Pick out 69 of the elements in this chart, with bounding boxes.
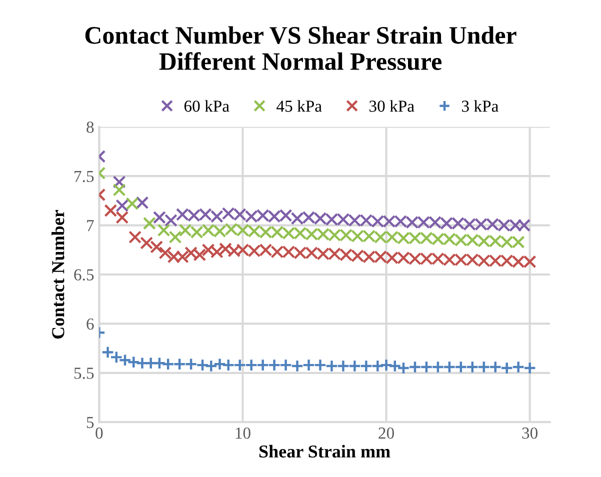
point xyxy=(388,360,402,373)
point xyxy=(488,360,502,374)
point xyxy=(466,360,479,374)
point xyxy=(204,360,218,373)
point xyxy=(116,210,129,224)
point xyxy=(360,360,373,373)
point xyxy=(173,358,186,371)
point xyxy=(101,346,114,359)
x-tick-label: 0 xyxy=(96,427,103,439)
y-tick-label: 6.5 xyxy=(74,269,94,281)
point xyxy=(290,360,304,373)
point xyxy=(302,358,316,372)
point xyxy=(158,246,172,260)
point xyxy=(168,230,182,244)
point xyxy=(152,356,166,370)
point xyxy=(523,362,536,375)
point xyxy=(336,360,350,373)
point xyxy=(408,360,422,374)
point xyxy=(314,358,327,372)
chart-title: Contact Number VS Shear Strain Under Different Normal Pressure xyxy=(85,26,516,70)
point xyxy=(442,360,456,374)
point xyxy=(477,360,490,374)
point xyxy=(116,199,129,212)
point xyxy=(110,350,123,364)
point xyxy=(256,358,270,372)
y-axis-title: Contact Number xyxy=(52,210,64,339)
point xyxy=(184,358,198,371)
point xyxy=(112,183,126,196)
point xyxy=(420,360,433,374)
y-tick-label: 7 xyxy=(87,220,94,232)
x-tick-label: 10 xyxy=(236,427,250,439)
point xyxy=(279,358,292,372)
point xyxy=(454,360,468,374)
point xyxy=(213,358,226,371)
y-tick-label: 5 xyxy=(86,417,94,428)
point xyxy=(348,360,362,373)
point xyxy=(500,362,514,375)
point xyxy=(162,358,175,371)
legend-label: 3 kPa xyxy=(462,100,498,112)
point xyxy=(127,356,140,369)
y-tick-label: 5.5 xyxy=(74,368,94,379)
point xyxy=(142,216,156,230)
point xyxy=(157,224,170,237)
legend-label: 60 kPa xyxy=(184,100,230,112)
x-tick-label: 30 xyxy=(522,427,538,439)
point xyxy=(233,358,246,372)
point xyxy=(380,358,393,372)
point xyxy=(136,196,149,210)
point xyxy=(397,362,410,375)
point xyxy=(118,354,132,367)
point xyxy=(325,360,338,373)
y-tick-label: 6 xyxy=(86,318,94,330)
point xyxy=(371,360,384,373)
point xyxy=(512,360,525,374)
y-tick-label: 7.5 xyxy=(74,170,94,182)
point xyxy=(268,358,281,372)
legend-label: 30 kPa xyxy=(370,100,414,112)
point xyxy=(104,204,118,218)
point xyxy=(431,360,444,374)
point xyxy=(112,176,126,188)
x-axis-title: Shear Strain mm xyxy=(259,444,390,458)
point xyxy=(244,358,258,372)
point xyxy=(128,230,142,244)
x-tick-label: 20 xyxy=(378,427,394,439)
point xyxy=(126,197,139,210)
point xyxy=(196,358,210,372)
legend-label: 45 kPa xyxy=(276,100,322,112)
point xyxy=(222,358,235,372)
y-tick-label: 8 xyxy=(86,122,94,133)
